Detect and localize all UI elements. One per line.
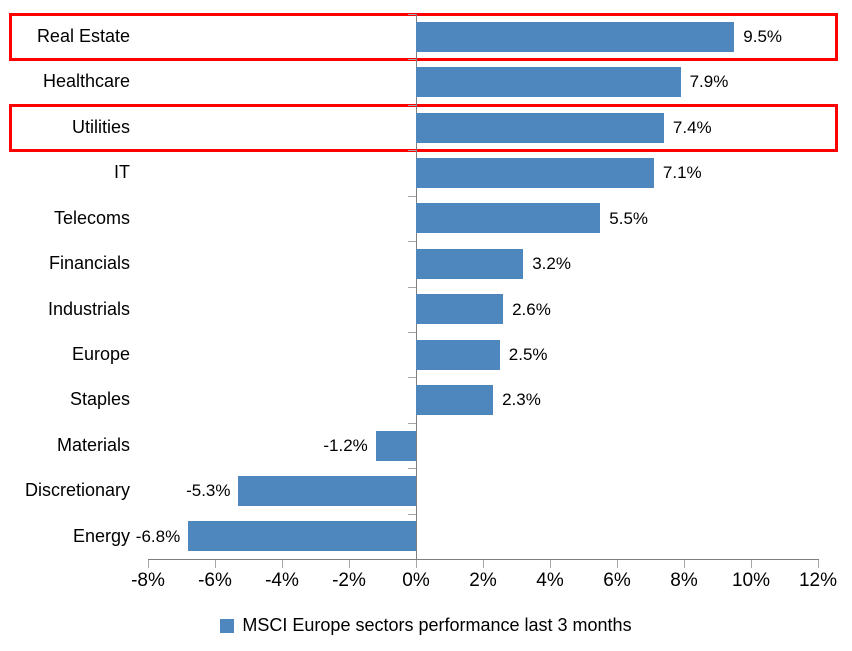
category-label: Industrials (47, 298, 130, 319)
bar-value-label: -6.8% (135, 526, 181, 546)
bar-industrials (416, 294, 504, 325)
bar-value-label: 7.9% (689, 72, 729, 92)
x-tick-label: 12% (798, 570, 838, 591)
x-axis-line (148, 559, 819, 560)
x-tick-label: 2% (469, 570, 497, 591)
bar-healthcare (416, 67, 681, 98)
bar-it (416, 158, 654, 188)
bar-value-label: 2.6% (512, 299, 551, 319)
x-tick-label: -8% (131, 570, 165, 591)
x-axis-tick (751, 560, 752, 568)
x-axis-tick (617, 560, 618, 568)
bar-materials (375, 430, 416, 461)
x-tick-label: -2% (332, 570, 366, 591)
bar-value-label: 5.5% (609, 208, 649, 228)
x-axis-tick (684, 560, 685, 568)
bar-discretionary (238, 475, 416, 506)
category-tick (408, 332, 416, 333)
category-tick (408, 14, 416, 15)
x-tick-label: -4% (265, 570, 299, 591)
bar-value-label: 3.2% (532, 254, 571, 274)
chart-legend: MSCI Europe sectors performance last 3 m… (0, 611, 852, 639)
x-tick-label: 0% (402, 570, 430, 591)
bar-energy (188, 521, 416, 552)
category-tick (408, 514, 416, 515)
category-tick (408, 59, 416, 60)
category-tick (408, 468, 416, 469)
bar-value-label: 7.1% (662, 163, 702, 183)
bar-financials (416, 248, 524, 279)
highlight-box-real-estate (9, 13, 838, 62)
category-tick (408, 423, 416, 424)
category-label: IT (114, 162, 130, 183)
x-tick-label: 4% (536, 570, 564, 591)
x-tick-label: 8% (670, 570, 698, 591)
bar-value-label: 2.5% (508, 344, 548, 364)
x-axis-tick (818, 560, 819, 568)
category-label: Telecoms (53, 207, 130, 228)
bar-utilities (416, 112, 664, 143)
category-label: Healthcare (42, 71, 130, 92)
x-tick-label: 6% (603, 570, 631, 591)
bar-value-label: -1.2% (323, 435, 368, 455)
category-label: Real Estate (36, 26, 130, 46)
x-tick-label: -6% (198, 570, 232, 591)
bar-telecoms (416, 203, 601, 234)
category-label: Financials (48, 253, 130, 274)
x-axis-tick (282, 560, 283, 568)
bar-real-estate (416, 21, 735, 52)
x-axis-tick (349, 560, 350, 568)
legend-label: MSCI Europe sectors performance last 3 m… (242, 614, 632, 635)
category-label: Staples (69, 389, 130, 410)
bar-value-label: 7.4% (672, 117, 712, 137)
category-tick (408, 196, 416, 197)
category-label: Discretionary (24, 480, 130, 501)
y-axis-line (416, 14, 417, 568)
x-tick-label: 10% (731, 570, 771, 591)
bar-staples (416, 385, 494, 415)
x-axis-tick (416, 560, 417, 568)
legend-series-swatch-icon (220, 618, 235, 633)
category-tick (408, 377, 416, 378)
category-label: Utilities (71, 116, 130, 137)
highlight-box-utilities (9, 103, 838, 153)
x-axis-tick (483, 560, 484, 568)
category-tick (408, 241, 416, 242)
category-tick (408, 287, 416, 288)
category-label: Materials (56, 434, 130, 455)
bar-value-label: -5.3% (186, 481, 231, 501)
bar-europe (416, 339, 500, 370)
bar-value-label: 2.3% (502, 390, 541, 410)
category-label: Energy (72, 525, 130, 546)
x-axis-tick (215, 560, 216, 568)
category-tick (408, 105, 416, 106)
category-label: Europe (71, 343, 130, 364)
bar-value-label: 9.5% (743, 27, 783, 46)
category-tick (408, 150, 416, 151)
x-axis-tick (550, 560, 551, 568)
x-axis-tick (148, 560, 149, 568)
